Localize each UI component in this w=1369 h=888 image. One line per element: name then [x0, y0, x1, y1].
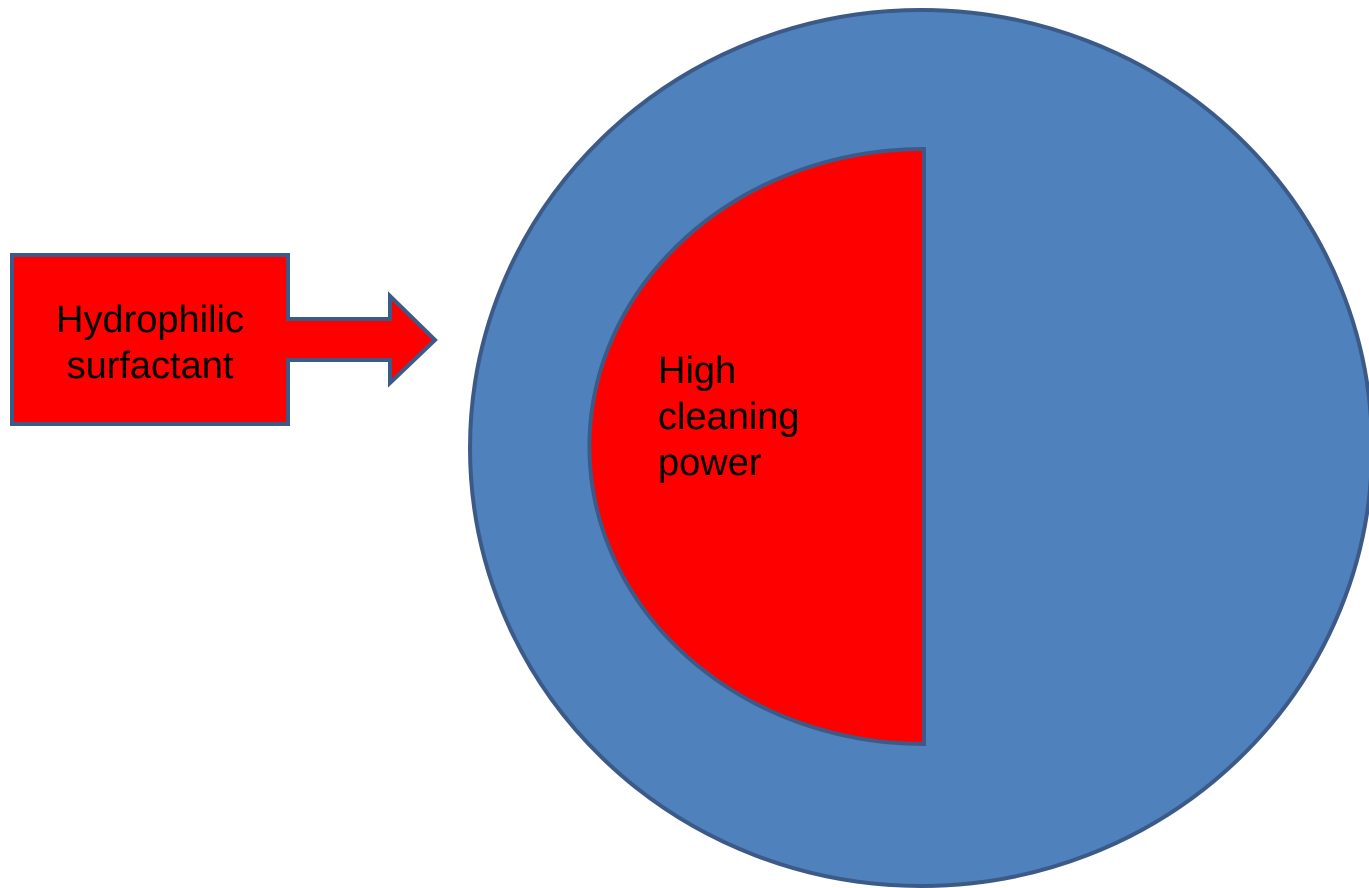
core-half-circle-shape [587, 146, 926, 747]
callout-arrow-shape [10, 253, 438, 426]
core-text-line-2: cleaning [658, 396, 800, 438]
callout-text: Hydrophilic surfactant [14, 297, 286, 389]
callout-text-line-1: Hydrophilic [56, 299, 244, 341]
core-text: High cleaning power [658, 348, 848, 486]
core-text-line-1: High [658, 350, 737, 392]
core-text-line-3: power [658, 442, 762, 484]
callout-text-line-2: surfactant [66, 345, 234, 387]
